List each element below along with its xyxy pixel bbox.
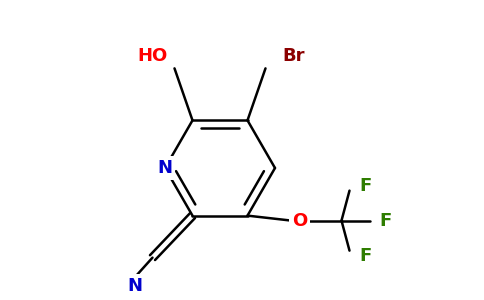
Text: F: F [379,212,392,230]
Text: O: O [292,212,307,230]
Text: F: F [360,177,372,195]
Text: HO: HO [137,47,167,65]
Text: Br: Br [282,47,305,65]
Text: F: F [360,247,372,265]
Text: N: N [127,277,142,295]
Text: N: N [157,159,172,177]
